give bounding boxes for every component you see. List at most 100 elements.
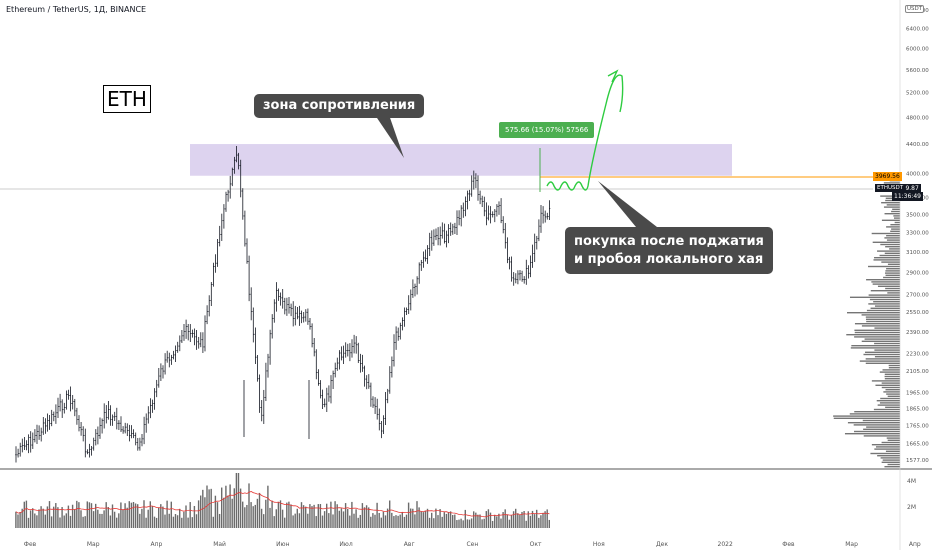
volume-bar bbox=[452, 515, 454, 528]
volume-bar bbox=[296, 508, 298, 528]
volume-bar bbox=[231, 498, 233, 528]
volume-bar bbox=[279, 500, 282, 528]
volume-bar bbox=[487, 509, 490, 528]
volume-bar bbox=[441, 516, 443, 528]
volume-profile-bar bbox=[874, 257, 900, 259]
volume-bar bbox=[48, 501, 51, 528]
volume-profile-bar bbox=[880, 243, 900, 246]
volume-bar bbox=[376, 502, 378, 528]
volume-profile-bar bbox=[877, 404, 900, 406]
volume-profile-bar bbox=[874, 349, 900, 351]
volume-profile-bar bbox=[883, 182, 900, 184]
volume-profile-bar bbox=[846, 334, 900, 336]
volume-bar bbox=[508, 519, 511, 528]
volume-bar bbox=[235, 473, 238, 528]
price-tick-label: 4800.00 bbox=[906, 115, 929, 121]
volume-profile-bar bbox=[879, 402, 900, 404]
volume-bar bbox=[538, 517, 540, 528]
volume-bar bbox=[498, 513, 500, 528]
volume-profile-bar bbox=[854, 336, 900, 338]
volume-profile-bar bbox=[881, 261, 900, 263]
volume-profile-bar bbox=[883, 391, 900, 393]
volume-bar bbox=[330, 501, 332, 528]
volume-profile-bar bbox=[881, 202, 900, 204]
volume-bar bbox=[155, 517, 158, 528]
volume-profile-bar bbox=[853, 424, 900, 426]
volume-bar bbox=[529, 515, 532, 528]
callout-pointer-buy bbox=[598, 181, 657, 227]
volume-bar bbox=[248, 483, 250, 528]
price-tick-label: 1577.00 bbox=[906, 458, 929, 464]
volume-bars bbox=[15, 473, 550, 528]
volume-bar bbox=[431, 512, 433, 528]
volume-bar bbox=[250, 502, 252, 528]
volume-bar bbox=[225, 485, 227, 528]
currency-badge[interactable]: USDT bbox=[905, 5, 925, 13]
volume-bar bbox=[233, 488, 235, 528]
volume-bar bbox=[342, 511, 345, 528]
volume-bar bbox=[275, 509, 277, 528]
time-tick-label: 2022 bbox=[718, 541, 733, 548]
resistance-callout-text: зона сопротивления bbox=[263, 98, 416, 113]
volume-bar bbox=[290, 504, 292, 528]
volume-bar bbox=[172, 516, 175, 528]
volume-profile-bar bbox=[868, 265, 900, 268]
volume-profile-bar bbox=[887, 439, 900, 441]
volume-bar bbox=[496, 516, 498, 528]
volume-bar bbox=[174, 514, 177, 528]
volume-bar bbox=[485, 511, 487, 528]
volume-bar bbox=[254, 504, 256, 528]
volume-bar bbox=[153, 516, 156, 528]
volume-bar bbox=[447, 512, 450, 528]
timer-label: 11:36:49 bbox=[892, 192, 923, 201]
volume-bar bbox=[65, 513, 67, 528]
volume-profile-bar bbox=[850, 347, 900, 349]
volume-bar bbox=[229, 484, 231, 528]
volume-bar bbox=[237, 473, 240, 528]
volume-bar bbox=[435, 508, 437, 528]
volume-profile-bar bbox=[854, 411, 900, 413]
volume-bar bbox=[208, 489, 210, 528]
time-tick-label: Дек bbox=[656, 541, 668, 548]
ticker-title[interactable]: Ethereum / TetherUS, 1Д, BINANCE bbox=[6, 5, 147, 14]
volume-profile-bar bbox=[891, 228, 900, 230]
volume-bar bbox=[504, 509, 506, 528]
volume-profile bbox=[833, 180, 900, 468]
callout-pointer-resistance bbox=[373, 112, 404, 158]
volume-bar bbox=[359, 514, 361, 528]
volume-profile-bar bbox=[874, 342, 900, 345]
price-tick-label: 5600.00 bbox=[906, 68, 929, 74]
volume-profile-bar bbox=[885, 287, 900, 290]
volume-profile-bar bbox=[861, 340, 900, 342]
volume-bar bbox=[416, 501, 418, 528]
volume-bar bbox=[531, 510, 534, 528]
volume-bar bbox=[523, 511, 525, 528]
price-tick-label: 4400.00 bbox=[906, 142, 929, 148]
buy-callout: покупка после поджатия и пробоя локально… bbox=[565, 227, 773, 275]
volume-profile-bar bbox=[871, 380, 900, 382]
volume-bar bbox=[393, 516, 395, 528]
volume-bar bbox=[99, 513, 101, 528]
volume-bar bbox=[218, 513, 221, 528]
volume-bar bbox=[46, 506, 49, 528]
volume-bar bbox=[90, 503, 93, 528]
volume-bar bbox=[389, 500, 391, 528]
volume-profile-bar bbox=[884, 466, 900, 468]
volume-bar bbox=[59, 517, 61, 528]
volume-profile-bar bbox=[879, 371, 900, 373]
volume-bar bbox=[365, 505, 368, 528]
volume-bar bbox=[128, 501, 130, 528]
volume-bar bbox=[256, 498, 259, 528]
volume-profile-bar bbox=[868, 294, 900, 296]
volume-bar bbox=[525, 520, 527, 528]
volume-profile-bar bbox=[886, 239, 900, 241]
volume-bar bbox=[197, 500, 200, 528]
volume-bar bbox=[475, 512, 477, 528]
volume-bar bbox=[544, 511, 546, 528]
volume-profile-bar bbox=[844, 433, 900, 435]
volume-bar bbox=[401, 512, 403, 528]
volume-profile-bar bbox=[847, 422, 900, 424]
volume-bar bbox=[111, 504, 114, 528]
volume-bar bbox=[74, 509, 76, 528]
